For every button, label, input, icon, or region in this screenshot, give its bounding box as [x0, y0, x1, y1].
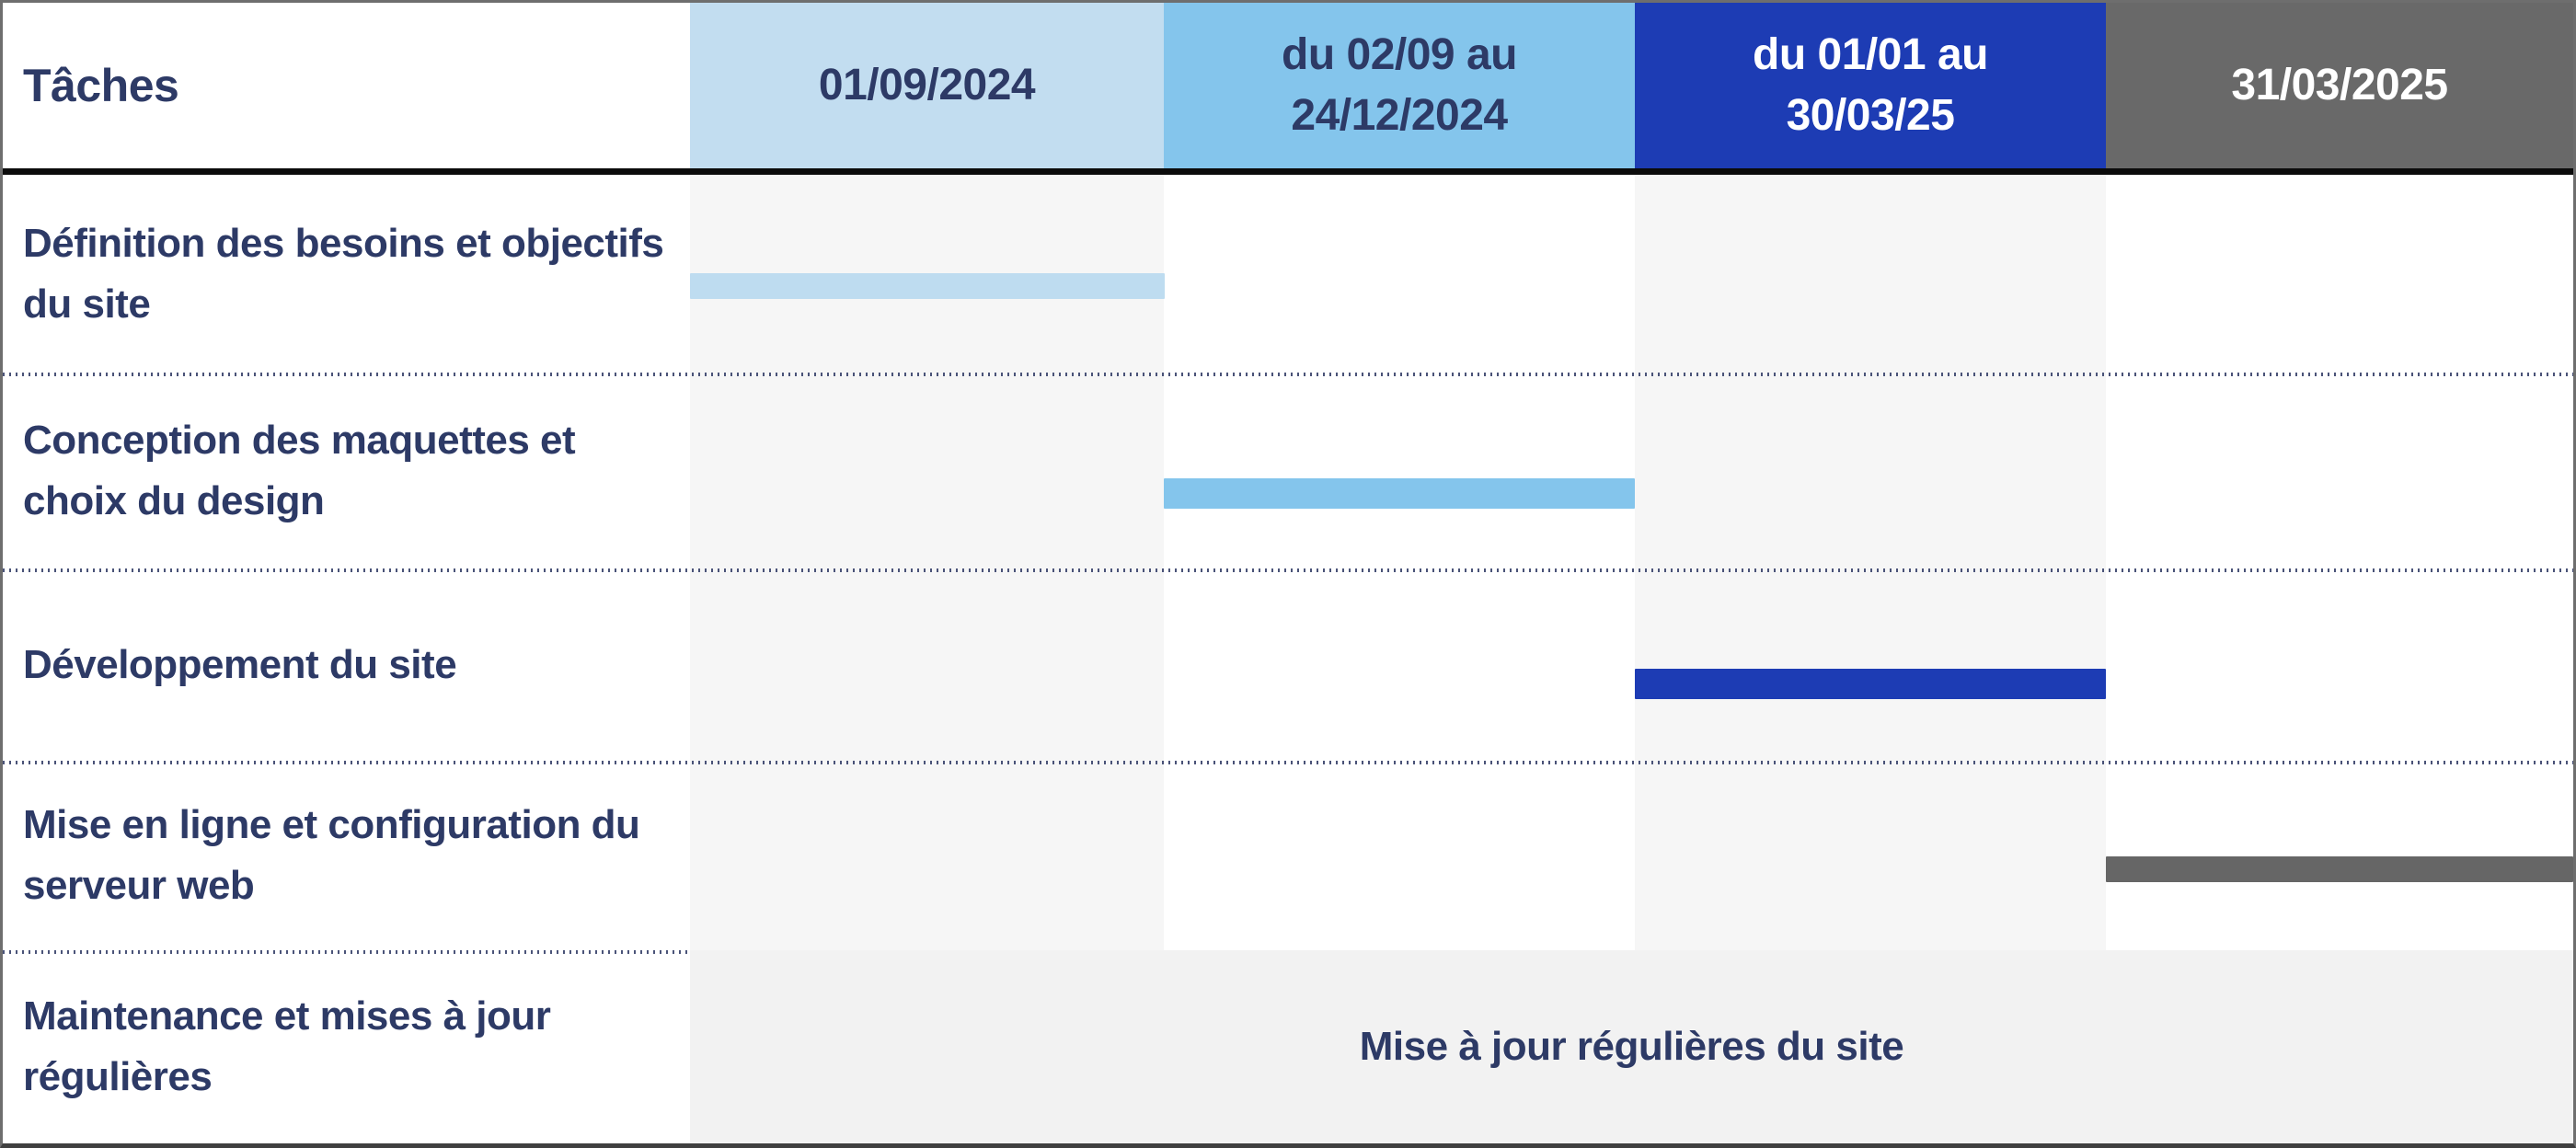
gantt-bar-conception-maquettes: [1164, 478, 1635, 509]
task-label-maintenance: Maintenance et mises à jour régulières: [23, 993, 551, 1099]
maintenance-note-text: Mise à jour régulières du site: [1359, 1024, 1904, 1069]
column-stripe-3: [1635, 175, 2106, 952]
header-cell-period-1: 01/09/2024: [690, 3, 1164, 168]
merged-cell-maintenance-note: Mise à jour régulières du site: [690, 950, 2573, 1143]
row-divider: [3, 568, 2573, 572]
header-cell-period-4: 31/03/2025: [2106, 3, 2573, 168]
header-divider-line: [3, 168, 2573, 175]
gantt-bar-definition-besoins: [690, 273, 1165, 299]
task-label-mise-en-ligne: Mise en ligne et configuration du serveu…: [23, 802, 640, 908]
column-stripe-1: [690, 175, 1164, 952]
task-label-developpement-site: Développement du site: [23, 641, 457, 687]
row-divider: [3, 373, 2573, 376]
header-cell-period-2: du 02/09 au 24/12/2024: [1164, 3, 1635, 168]
header-cell-period-3: du 01/01 au 30/03/25: [1635, 3, 2106, 168]
row-divider: [3, 761, 2573, 764]
gantt-bar-mise-en-ligne: [2106, 856, 2573, 882]
task-label-definition-besoins: Définition des besoins et objectifs du s…: [23, 220, 664, 327]
task-label-conception-maquettes: Conception des maquettes et choix du des…: [23, 417, 576, 523]
gantt-bar-developpement-site: [1635, 669, 2106, 699]
header-cell-taches: Tâches: [3, 3, 690, 168]
